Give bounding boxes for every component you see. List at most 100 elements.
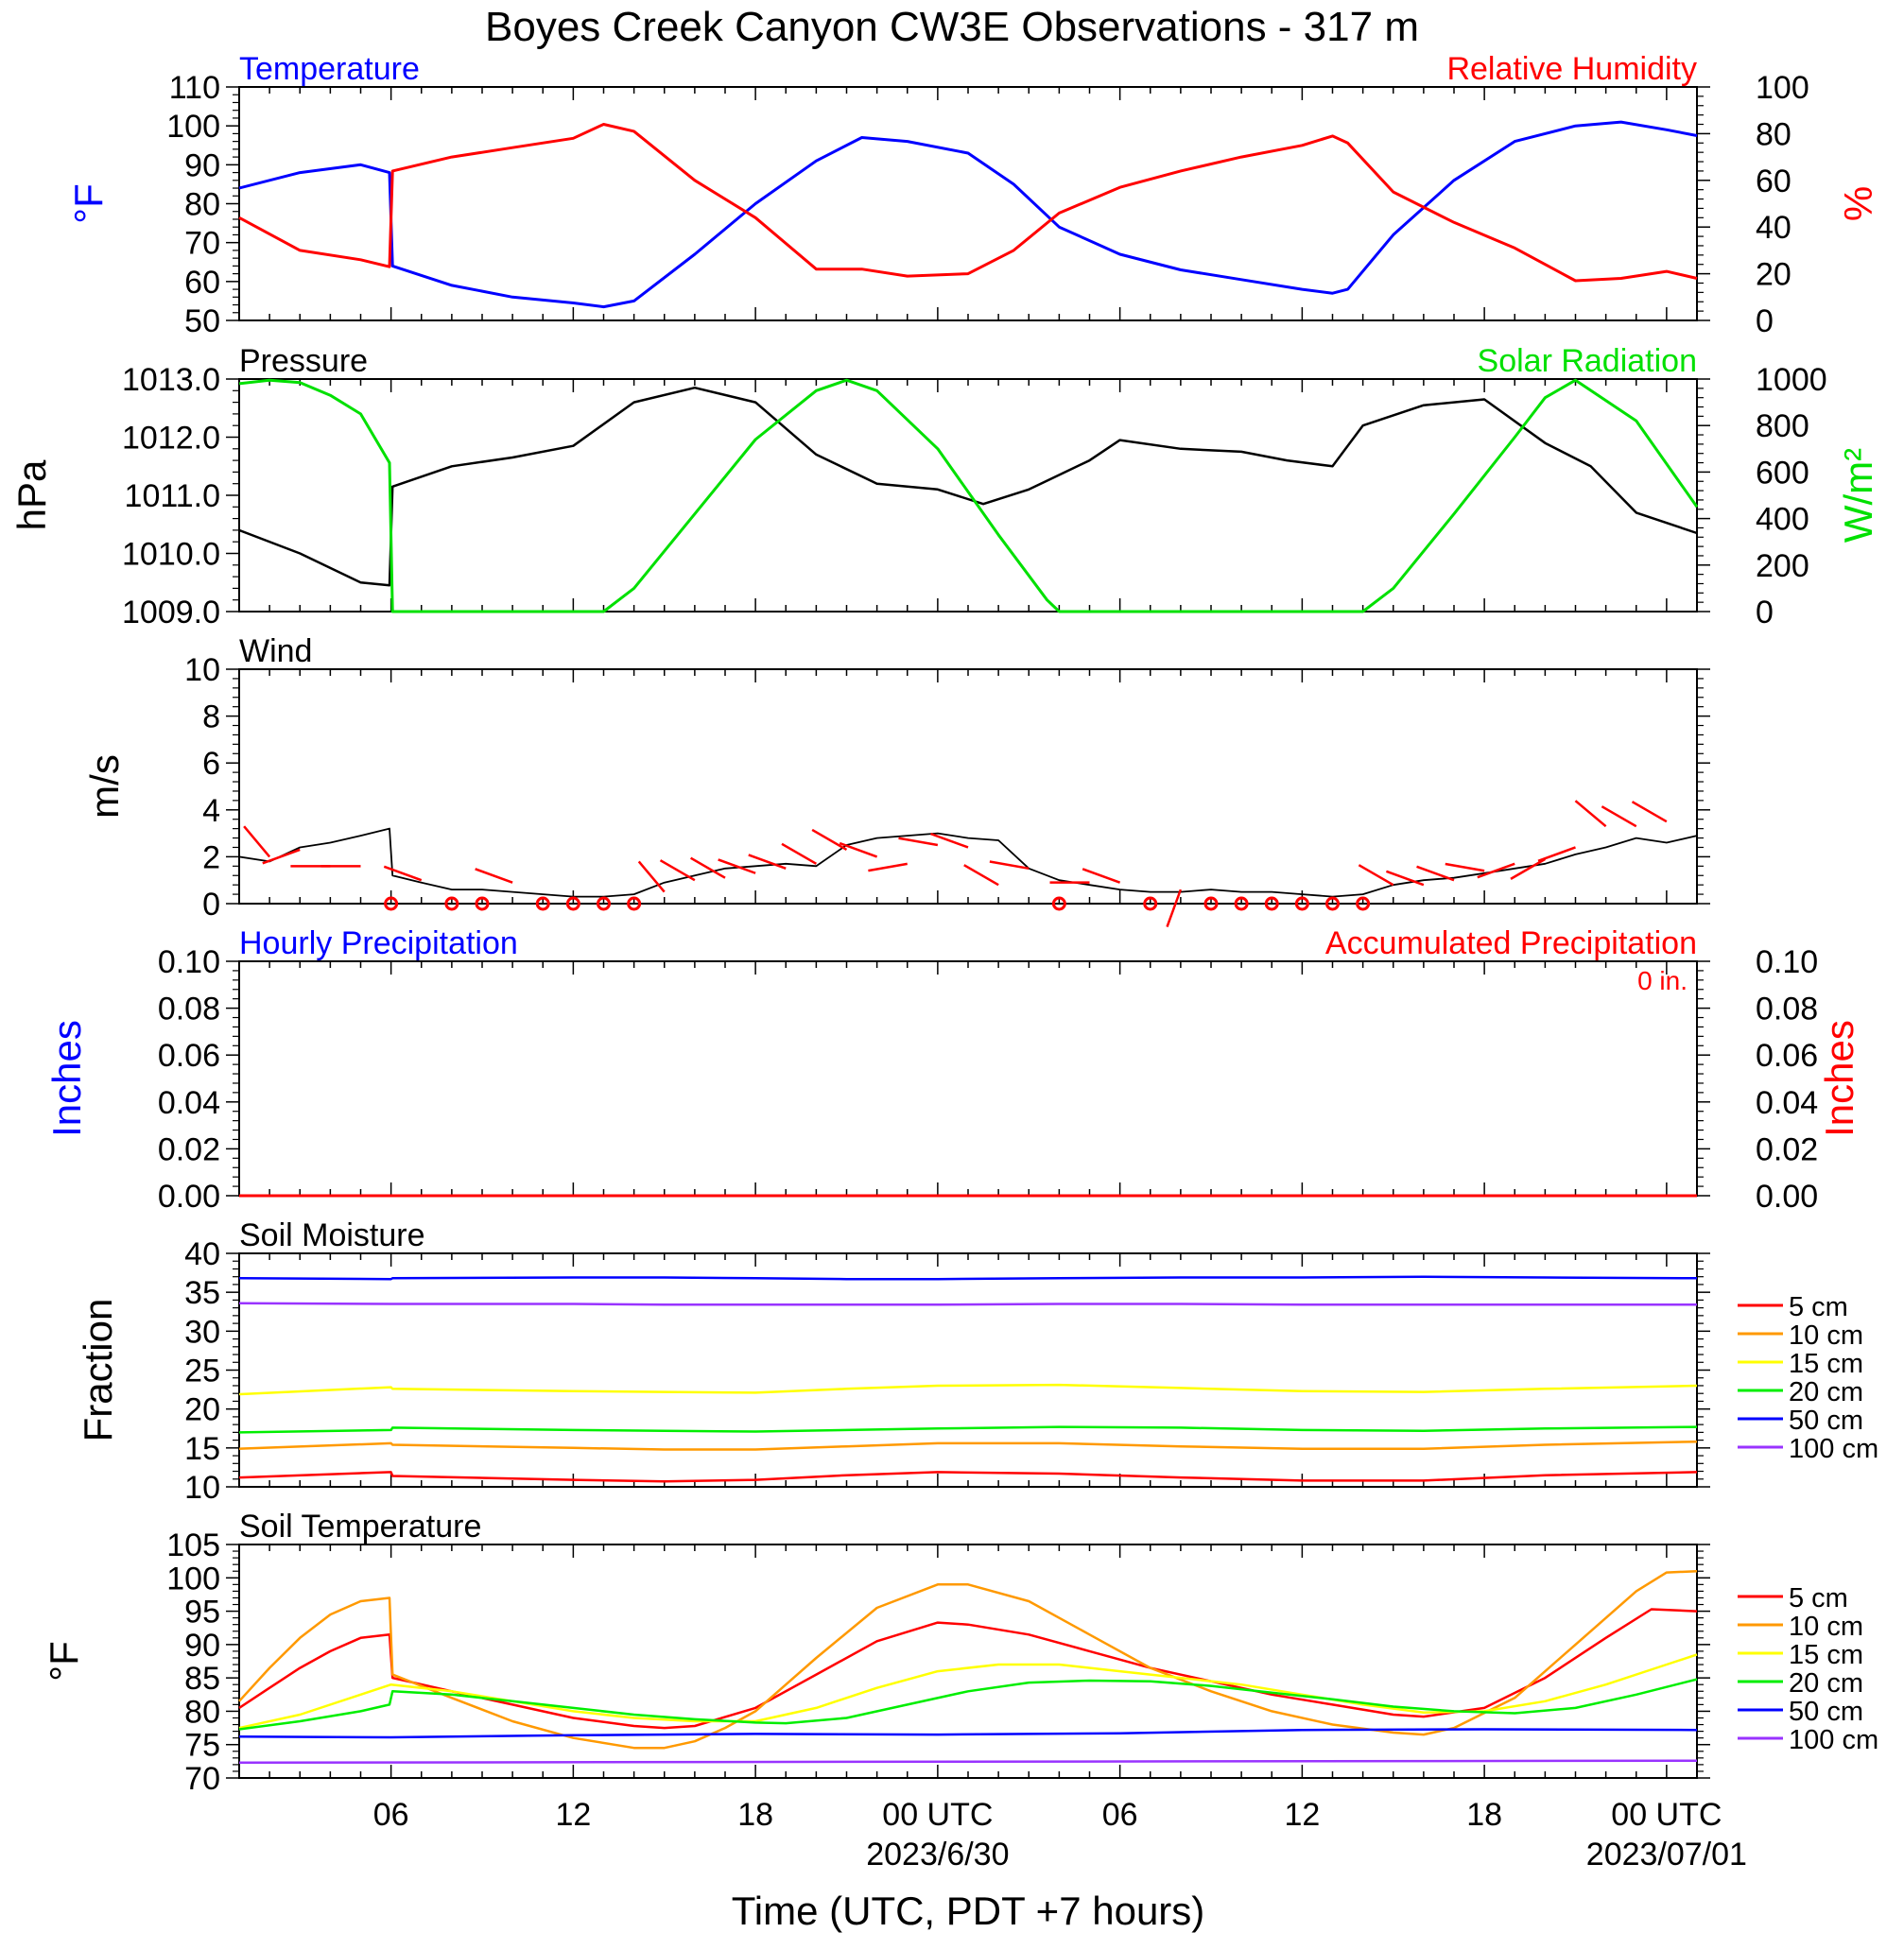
legend-label: 5 cm (1789, 1583, 1848, 1613)
y-tick-label: 70 (184, 226, 220, 262)
x-tick-label: 18 (1466, 1797, 1502, 1833)
y-tick-label-right: 20 (1756, 257, 1791, 293)
y-tick-label: 1013.0 (122, 362, 220, 398)
y-tick-label-right: 40 (1756, 210, 1791, 246)
panel-2-ylabel-right: W/m² (1836, 448, 1880, 543)
wind-barb (690, 856, 726, 879)
panel-2-title-right: Solar Radiation (1478, 343, 1697, 379)
legend-label: 15 cm (1789, 1640, 1863, 1670)
legend-label: 20 cm (1789, 1668, 1863, 1699)
humidity-line (238, 123, 1698, 283)
wind-barb-calm (597, 896, 611, 911)
wind-barb (1385, 870, 1425, 887)
panel-4-ylabel-right: Inches (1817, 1020, 1861, 1137)
soil-temperature-line (238, 1678, 1698, 1731)
wind-barb (718, 858, 756, 874)
wind-barb (1510, 857, 1547, 880)
x-tick-label: 12 (1284, 1797, 1320, 1833)
y-tick-label: 0.08 (158, 992, 220, 1027)
panel-1-title-right: Relative Humidity (1446, 51, 1697, 87)
soil-moisture-line (238, 1275, 1698, 1281)
y-tick-label: 4 (202, 793, 220, 829)
y-tick-label: 6 (202, 746, 220, 782)
y-tick-label: 10 (184, 652, 220, 688)
y-tick-label-right: 600 (1756, 455, 1809, 491)
x-axis-label: Time (UTC, PDT +7 hours) (732, 1889, 1205, 1933)
panel-4-title-left: Hourly Precipitation (239, 925, 518, 961)
y-tick-label-right: 0.10 (1756, 944, 1818, 980)
wind-barb (1477, 862, 1515, 879)
temperature-line (238, 120, 1698, 309)
panel-1-ylabel-right: % (1836, 186, 1880, 221)
x-tick-label: 00 UTC (1611, 1797, 1722, 1833)
soil-moisture-line (238, 1425, 1698, 1434)
x-tick-label: 12 (555, 1797, 591, 1833)
legend-label: 10 cm (1789, 1320, 1863, 1351)
wind-barb-calm (1143, 896, 1158, 911)
soil-moisture-line (238, 1302, 1697, 1306)
y-tick-label: 50 (184, 303, 220, 339)
wind-barb (659, 859, 696, 882)
x-date-label: 2023/07/01 (1586, 1837, 1747, 1872)
x-tick-label: 00 UTC (882, 1797, 993, 1833)
y-tick-label: 0.02 (158, 1131, 220, 1167)
wind-barb (1082, 868, 1121, 884)
y-tick-label-right: 0.00 (1756, 1179, 1818, 1215)
x-tick-label: 06 (373, 1797, 409, 1833)
legend-label: 15 cm (1789, 1349, 1863, 1379)
wind-barb (1166, 889, 1183, 928)
wind-barb-calm (1051, 896, 1066, 911)
y-tick-label: 1009.0 (122, 595, 220, 630)
wind-barb (1416, 865, 1455, 882)
panel-3-title-left: Wind (239, 633, 312, 669)
y-tick-label: 1012.0 (122, 421, 220, 457)
soil-moisture-line (238, 1383, 1698, 1396)
wind-barb-calm (475, 896, 490, 911)
wind-barb (963, 864, 999, 887)
wind-barb (1631, 801, 1668, 823)
wind-barb (748, 854, 787, 870)
y-tick-label: 100 (166, 109, 220, 145)
panel-4-title-right: Accumulated Precipitation (1325, 925, 1697, 961)
legend-label: 100 cm (1789, 1725, 1878, 1755)
wind-barb (1574, 800, 1607, 828)
wind-barb (781, 842, 818, 865)
wind-barb (243, 825, 271, 858)
y-tick-label-right: 0 (1756, 303, 1774, 339)
wind-barb-calm (1356, 896, 1371, 911)
panel-4-ylabel-left: Inches (44, 1020, 89, 1137)
y-tick-label: 100 (166, 1561, 220, 1596)
y-tick-label: 30 (184, 1314, 220, 1350)
panel-1-ylabel-left: °F (66, 183, 111, 223)
soil-moisture-line (238, 1440, 1698, 1451)
y-tick-label: 80 (184, 1694, 220, 1730)
panel-6-frame (238, 1544, 1698, 1779)
x-date-label: 2023/6/30 (866, 1837, 1009, 1872)
y-tick-label-right: 100 (1756, 70, 1809, 106)
panel-2-ylabel-left: hPa (9, 459, 54, 530)
y-tick-label: 70 (184, 1761, 220, 1797)
wind-barb (637, 860, 666, 893)
wind-barb (898, 837, 939, 847)
solar-radiation-line (238, 378, 1699, 613)
wind-barb (811, 828, 848, 852)
y-tick-label: 75 (184, 1728, 220, 1764)
y-tick-label: 40 (184, 1236, 220, 1272)
y-tick-label: 80 (184, 187, 220, 223)
panel-3-ylabel-left: m/s (82, 754, 127, 819)
panel-4-frame (238, 960, 1698, 1197)
y-tick-label-right: 0.04 (1756, 1085, 1818, 1121)
y-tick-label-right: 60 (1756, 164, 1791, 199)
y-tick-label: 95 (184, 1595, 220, 1631)
wind-speed-line (238, 827, 1698, 898)
y-tick-label: 0 (202, 887, 220, 923)
y-tick-label: 10 (184, 1470, 220, 1506)
wind-barb (1445, 862, 1485, 872)
wind-barb-calm (565, 896, 580, 911)
legend-label: 100 cm (1789, 1434, 1878, 1464)
y-tick-label: 60 (184, 265, 220, 301)
wind-barb (1601, 805, 1637, 828)
y-tick-label: 15 (184, 1431, 220, 1467)
legend-label: 50 cm (1789, 1697, 1863, 1727)
y-tick-label: 2 (202, 839, 220, 875)
